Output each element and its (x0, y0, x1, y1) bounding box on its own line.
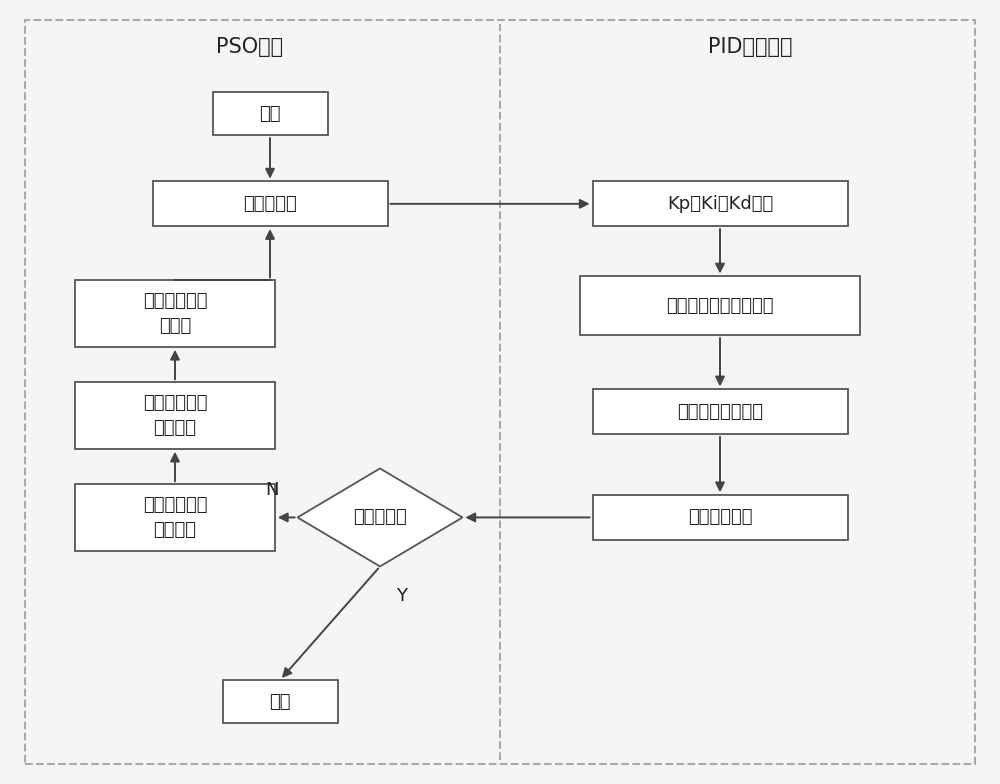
Bar (75, 484, 275, 550)
Bar (592, 182, 848, 226)
Text: N: N (266, 481, 279, 499)
Text: 性能结果比较: 性能结果比较 (688, 509, 752, 526)
Text: 结束: 结束 (269, 693, 291, 710)
Text: PID控制策略: PID控制策略 (708, 37, 792, 57)
Text: 粒子群参数: 粒子群参数 (243, 195, 297, 212)
Bar (75, 281, 275, 347)
Text: 开始: 开始 (259, 105, 281, 122)
Text: 更新粒子速度
和位置: 更新粒子速度 和位置 (143, 292, 207, 335)
Polygon shape (298, 469, 462, 566)
Bar (213, 93, 328, 136)
Text: 被控系统传递函数模型: 被控系统传递函数模型 (666, 297, 774, 314)
Text: Y: Y (396, 587, 408, 605)
Bar (75, 383, 275, 448)
Text: 适应度函数値计算: 适应度函数値计算 (677, 403, 763, 420)
Bar (592, 390, 848, 434)
Bar (592, 495, 848, 539)
Bar (580, 277, 860, 336)
Text: 更新粒子全体
最优位置: 更新粒子全体 最优位置 (143, 394, 207, 437)
Text: Kp、Ki、Kd赋値: Kp、Ki、Kd赋値 (667, 195, 773, 212)
Text: PSO算法: PSO算法 (216, 37, 284, 57)
Bar (153, 182, 388, 226)
Text: 更新粒子个体
最优位置: 更新粒子个体 最优位置 (143, 496, 207, 539)
Bar (223, 681, 338, 723)
Text: 收敛精度？: 收敛精度？ (353, 509, 407, 526)
